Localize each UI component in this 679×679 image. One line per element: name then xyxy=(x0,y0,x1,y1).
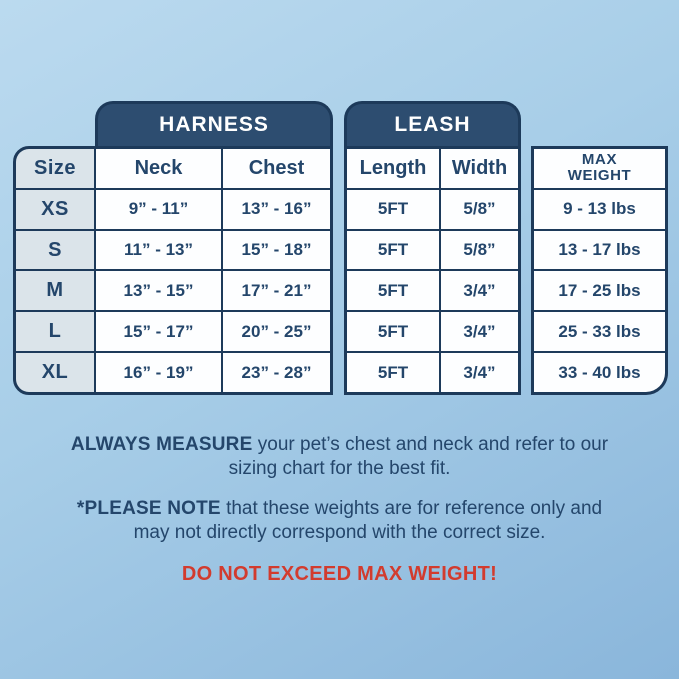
harness-chest-xl: 23” - 28” xyxy=(223,353,330,392)
max-weight-l: 25 - 33 lbs xyxy=(534,312,665,352)
header-width: Width xyxy=(441,149,518,188)
header-neck: Neck xyxy=(96,149,221,188)
header-size: Size xyxy=(16,149,94,188)
max-weight-warning: DO NOT EXCEED MAX WEIGHT! xyxy=(181,563,498,585)
max-weight-m: 17 - 25 lbs xyxy=(534,271,665,311)
harness-banner: HARNESS xyxy=(95,101,333,149)
size-label-m: M xyxy=(16,271,94,311)
leash-length-xl: 5FT xyxy=(347,353,439,392)
leash-length-m: 5FT xyxy=(347,271,439,311)
size-label-xl: XL xyxy=(16,353,94,392)
max-weight-table: MAX WEIGHT 9 - 13 lbs 13 - 17 lbs 17 - 2… xyxy=(531,146,668,395)
harness-banner-label: HARNESS xyxy=(159,112,269,136)
max-weight-s: 13 - 17 lbs xyxy=(534,230,665,270)
please-note-bold: *PLEASE NOTE xyxy=(76,498,221,519)
leash-width-xs: 5/8” xyxy=(441,189,518,229)
measure-note: ALWAYS MEASURE your pet’s chest and neck… xyxy=(67,433,612,481)
max-weight-header-line1: MAX xyxy=(581,150,618,168)
harness-chest-xs: 13” - 16” xyxy=(223,189,330,229)
measure-note-bold: ALWAYS MEASURE xyxy=(70,434,253,455)
harness-neck-xs: 9” - 11” xyxy=(96,189,221,229)
leash-length-l: 5FT xyxy=(347,312,439,352)
harness-neck-l: 15” - 17” xyxy=(96,312,221,352)
header-length: Length xyxy=(347,149,439,188)
size-label-xs: XS xyxy=(16,189,94,229)
harness-neck-m: 13” - 15” xyxy=(96,271,221,311)
leash-length-xs: 5FT xyxy=(347,189,439,229)
leash-length-s: 5FT xyxy=(347,230,439,270)
size-label-l: L xyxy=(16,312,94,352)
please-note: *PLEASE NOTE that these weights are for … xyxy=(60,497,620,545)
harness-neck-xl: 16” - 19” xyxy=(96,353,221,392)
max-weight-header-line2: WEIGHT xyxy=(567,167,632,185)
size-label-s: S xyxy=(16,230,94,270)
harness-table: Size Neck Chest XS 9” - 11” 13” - 16” S … xyxy=(13,146,333,395)
leash-banner-label: LEASH xyxy=(394,112,471,136)
measure-note-text: your pet’s chest and neck and refer to o… xyxy=(228,434,609,479)
harness-chest-l: 20” - 25” xyxy=(223,312,330,352)
leash-table: Length Width 5FT 5/8” 5FT 5/8” 5FT 3/4” … xyxy=(344,146,521,395)
please-note-text: that these weights are for reference onl… xyxy=(133,498,603,543)
harness-chest-m: 17” - 21” xyxy=(223,271,330,311)
leash-width-m: 3/4” xyxy=(441,271,518,311)
header-max-weight: MAX WEIGHT xyxy=(534,149,665,188)
leash-width-s: 5/8” xyxy=(441,230,518,270)
harness-chest-s: 15” - 18” xyxy=(223,230,330,270)
leash-banner: LEASH xyxy=(344,101,521,149)
leash-width-xl: 3/4” xyxy=(441,353,518,392)
header-chest: Chest xyxy=(223,149,330,188)
leash-width-l: 3/4” xyxy=(441,312,518,352)
harness-neck-s: 11” - 13” xyxy=(96,230,221,270)
max-weight-xl: 33 - 40 lbs xyxy=(534,353,665,392)
max-weight-xs: 9 - 13 lbs xyxy=(534,189,665,229)
